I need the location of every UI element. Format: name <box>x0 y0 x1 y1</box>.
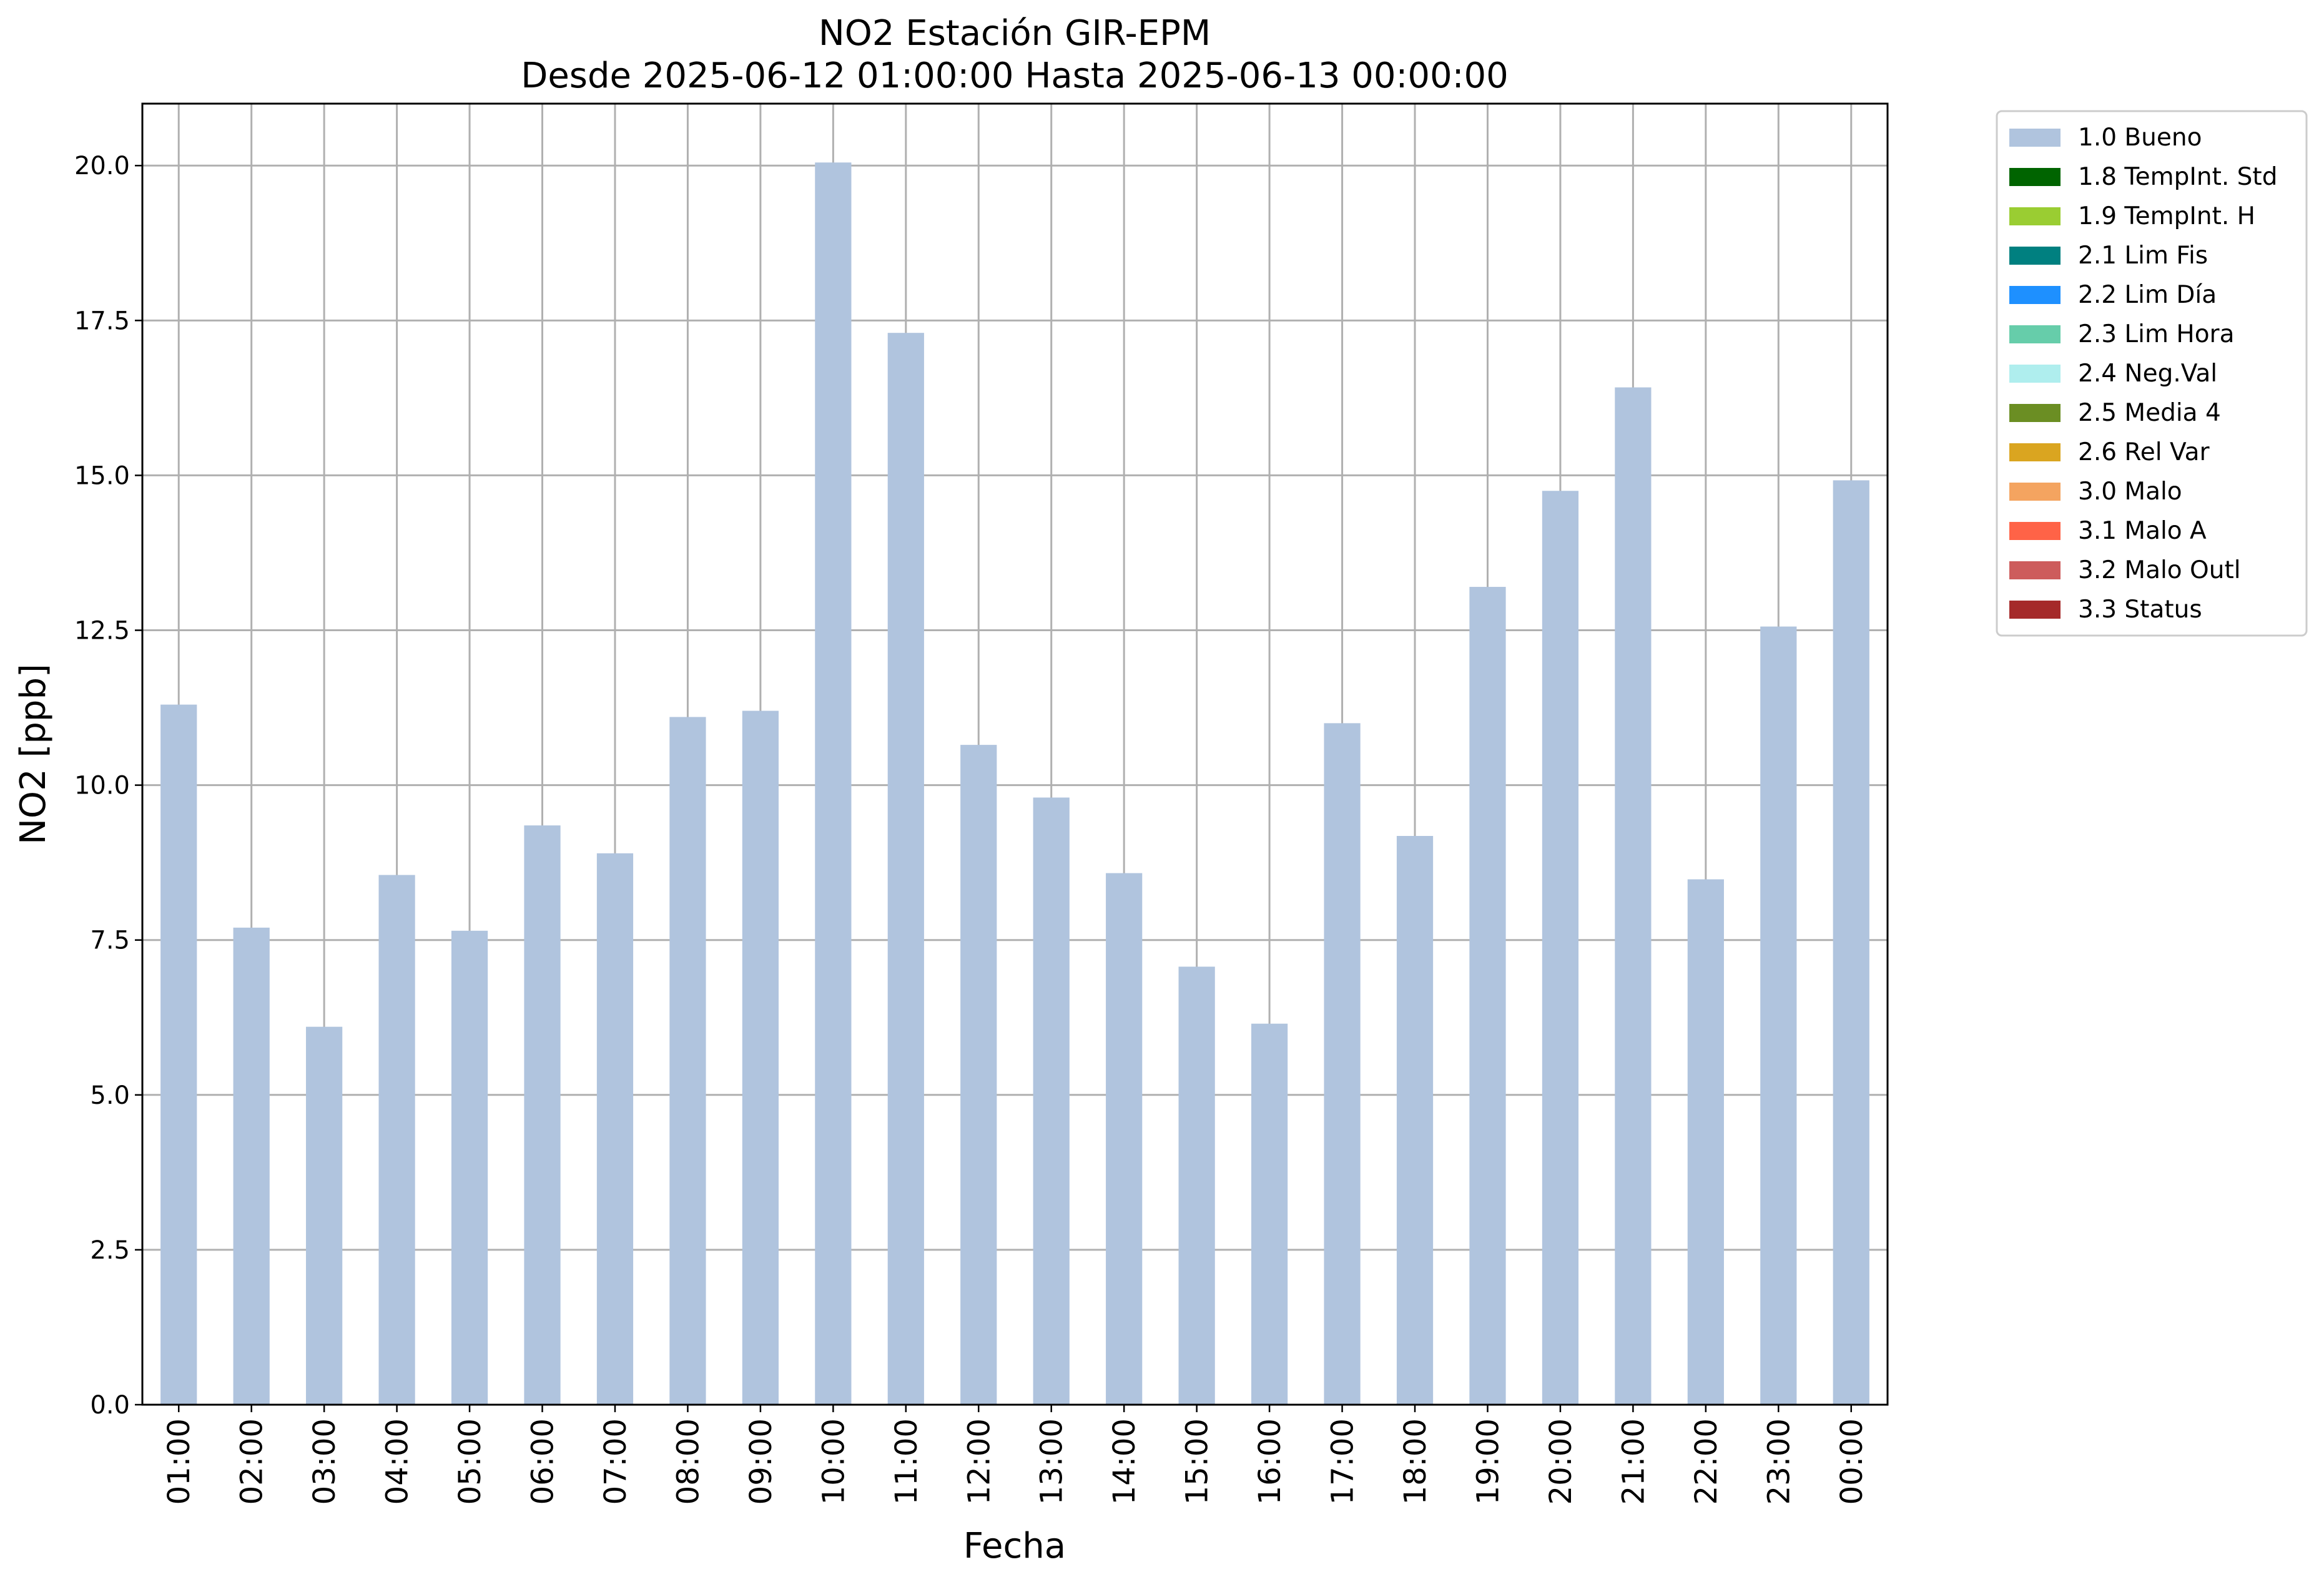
bar-0600 <box>524 825 561 1405</box>
bar-2300 <box>1760 626 1797 1405</box>
y-tick-label: 17.5 <box>74 307 130 335</box>
x-tick-label: 23:00 <box>1761 1418 1796 1505</box>
y-axis-label: NO2 [ppb] <box>13 664 54 845</box>
x-tick-label: 20:00 <box>1544 1418 1578 1505</box>
x-tick-label: 09:00 <box>744 1418 779 1505</box>
plot-frame <box>141 102 1889 1406</box>
legend-swatch <box>2009 522 2061 540</box>
legend-swatch <box>2009 207 2061 225</box>
x-axis-label: Fecha <box>963 1526 1066 1566</box>
legend-swatch <box>2009 404 2061 422</box>
legend-swatch <box>2009 483 2061 501</box>
x-tick-label: 17:00 <box>1326 1418 1361 1505</box>
legend-swatch <box>2009 286 2061 304</box>
legend-swatch <box>2009 247 2061 265</box>
bar-0700 <box>596 853 634 1405</box>
x-tick-label: 05:00 <box>453 1418 488 1505</box>
bar-0000 <box>1833 480 1869 1405</box>
legend-label: 2.5 Media 4 <box>2078 399 2221 427</box>
x-tick-label: 11:00 <box>889 1418 924 1505</box>
legend-label: 1.0 Bueno <box>2078 124 2202 152</box>
bar-0500 <box>451 930 488 1405</box>
legend-swatch <box>2009 325 2061 343</box>
bars <box>160 162 1869 1405</box>
legend-label: 1.8 TempInt. Std <box>2078 163 2277 191</box>
legend-swatch <box>2009 168 2061 186</box>
y-tick-label: 10.0 <box>74 772 130 800</box>
legend-label: 2.6 Rel Var <box>2078 438 2210 466</box>
x-tick-label: 01:00 <box>162 1418 197 1505</box>
bar-0100 <box>160 704 197 1405</box>
bar-1500 <box>1178 966 1215 1405</box>
bar-1200 <box>960 745 997 1405</box>
legend-label: 2.4 Neg.Val <box>2078 360 2217 388</box>
x-tick-label: 08:00 <box>671 1418 706 1505</box>
legend-swatch <box>2009 601 2061 619</box>
legend: 1.0 Bueno 1.8 TempInt. Std 1.9 TempInt. H 2… <box>1996 110 2308 637</box>
legend-label: 3.3 Status <box>2078 596 2202 624</box>
y-tick-label: 5.0 <box>90 1081 130 1110</box>
bar-1800 <box>1396 835 1434 1405</box>
y-tick-label: 0.0 <box>90 1391 130 1420</box>
x-tick-label: 07:00 <box>598 1418 633 1505</box>
y-tick-label: 15.0 <box>74 461 130 490</box>
chart-title: NO2 Estación GIR-EPM <box>819 13 1211 54</box>
x-axis-ticks: 01:00 02:00 03:00 04:00 05:00 06:00 07:00 08:00… <box>162 1405 1869 1505</box>
legend-swatch <box>2009 129 2061 147</box>
legend-swatch <box>2009 443 2061 461</box>
x-tick-label: 19:00 <box>1470 1418 1505 1505</box>
x-tick-label: 14:00 <box>1107 1418 1142 1505</box>
x-tick-label: 16:00 <box>1253 1418 1288 1505</box>
y-tick-label: 2.5 <box>90 1236 130 1265</box>
bar-2100 <box>1615 387 1652 1405</box>
bar-0400 <box>378 875 415 1405</box>
bar-2200 <box>1687 879 1724 1405</box>
legend-label: 2.2 Lim Día <box>2078 281 2217 309</box>
bar-1300 <box>1033 797 1070 1405</box>
bar-1700 <box>1324 723 1361 1405</box>
legend-swatch <box>2009 365 2061 383</box>
legend-swatch <box>2009 561 2061 579</box>
x-tick-label: 06:00 <box>526 1418 561 1505</box>
x-tick-label: 21:00 <box>1616 1418 1651 1505</box>
y-tick-label: 12.5 <box>74 617 130 646</box>
bar-1900 <box>1469 587 1506 1405</box>
bar-1100 <box>887 333 924 1405</box>
bar-0300 <box>306 1026 343 1405</box>
legend-frame <box>1996 110 2308 637</box>
y-tick-label: 7.5 <box>90 926 130 955</box>
legend-label: 1.9 TempInt. H <box>2078 202 2255 230</box>
x-tick-label: 13:00 <box>1035 1418 1070 1505</box>
chart-subtitle: Desde 2025-06-12 01:00:00 Hasta 2025-06-… <box>521 56 1509 96</box>
x-tick-label: 22:00 <box>1689 1418 1724 1505</box>
x-tick-label: 15:00 <box>1180 1418 1215 1505</box>
x-tick-label: 04:00 <box>380 1418 415 1505</box>
legend-label: 3.0 Malo <box>2078 478 2182 506</box>
x-tick-label: 12:00 <box>962 1418 997 1505</box>
bar-0200 <box>233 927 270 1405</box>
x-tick-label: 18:00 <box>1398 1418 1433 1505</box>
bar-1000 <box>815 162 852 1405</box>
x-tick-label: 03:00 <box>307 1418 342 1505</box>
y-tick-label: 20.0 <box>74 152 130 180</box>
bar-1600 <box>1251 1023 1288 1405</box>
bar-0800 <box>669 717 706 1405</box>
x-tick-label: 10:00 <box>816 1418 851 1505</box>
bar-1400 <box>1106 873 1143 1405</box>
legend-label: 3.1 Malo A <box>2078 517 2207 545</box>
x-tick-label: 02:00 <box>235 1418 270 1505</box>
legend-label: 2.3 Lim Hora <box>2078 320 2235 348</box>
legend-label: 2.1 Lim Fis <box>2078 242 2208 270</box>
x-tick-label: 00:00 <box>1834 1418 1869 1505</box>
legend-label: 3.2 Malo Outl <box>2078 556 2241 584</box>
y-axis-ticks: 0.0 2.5 5.0 7.5 10.0 12.5 15.0 17.5 20.0 <box>74 152 142 1420</box>
bar-0900 <box>742 710 779 1405</box>
bar-2000 <box>1542 491 1579 1405</box>
